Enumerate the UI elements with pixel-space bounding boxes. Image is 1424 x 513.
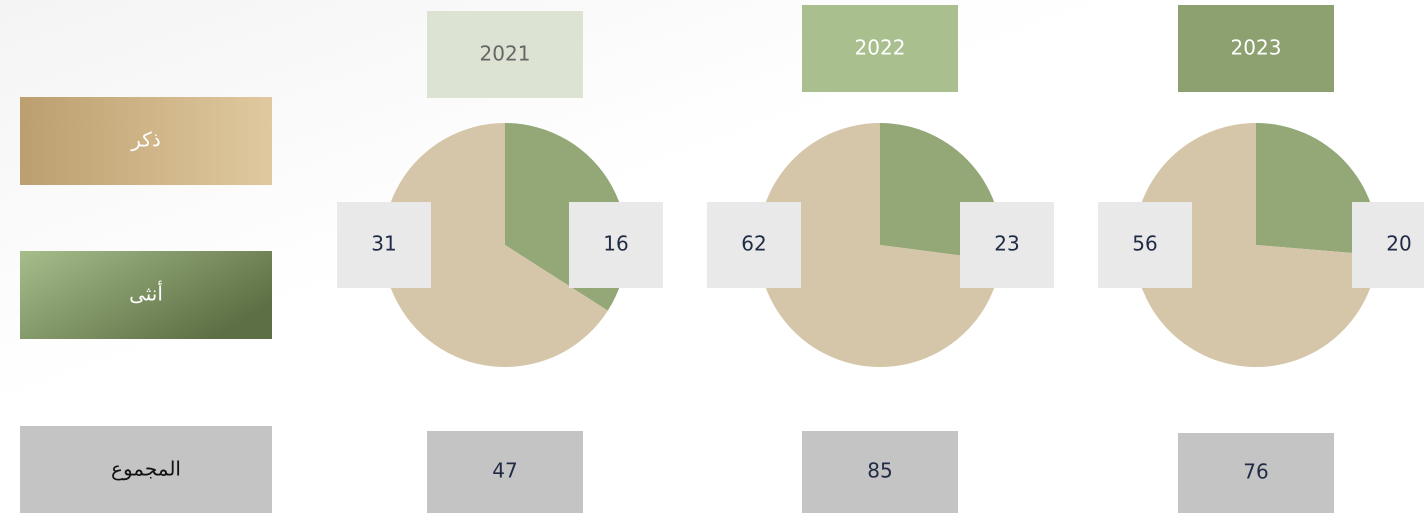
total-box [427, 431, 583, 513]
pie-slice [382, 123, 608, 367]
legend-female-box [20, 251, 272, 339]
value-box [569, 202, 663, 288]
year-label: 2023 [1231, 36, 1282, 60]
female-value: 20 [1386, 232, 1411, 256]
female-value: 16 [603, 232, 628, 256]
value-box [337, 202, 431, 288]
total-value: 47 [492, 459, 517, 483]
pie-slice [1133, 123, 1378, 367]
value-box [1098, 202, 1192, 288]
value-box [707, 202, 801, 288]
total-value: 76 [1243, 460, 1268, 484]
female-value: 23 [994, 232, 1019, 256]
total-box [802, 431, 958, 513]
legend-male: ذكر [130, 128, 160, 152]
male-value: 62 [741, 232, 766, 256]
pie-slice [757, 123, 1001, 367]
year-label: 2021 [480, 42, 531, 66]
year-label: 2022 [855, 36, 906, 60]
value-box [960, 202, 1054, 288]
pie-slice [1256, 123, 1378, 256]
year-box [1178, 5, 1334, 92]
total-label-box [20, 426, 272, 513]
total-box [1178, 433, 1334, 513]
legend-male-box [20, 97, 272, 185]
total-label: المجموع [111, 457, 181, 481]
male-value: 31 [371, 232, 396, 256]
legend-female: أنثى [129, 281, 163, 306]
year-box [802, 5, 958, 92]
year-box [427, 11, 583, 98]
male-value: 56 [1132, 232, 1157, 256]
total-value: 85 [867, 459, 892, 483]
value-box [1352, 202, 1424, 288]
